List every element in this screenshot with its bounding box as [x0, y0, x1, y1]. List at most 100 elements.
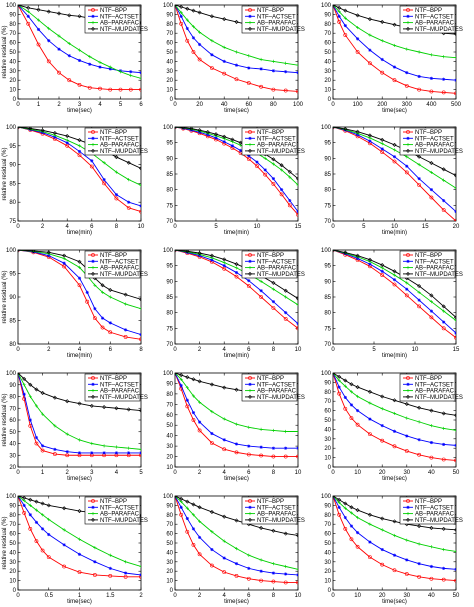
y-axis-label: relative residual (%) — [2, 393, 8, 446]
data-point — [343, 516, 347, 520]
data-point — [100, 290, 105, 294]
data-point — [34, 404, 39, 408]
data-point — [28, 394, 32, 399]
data-point — [77, 283, 82, 288]
legend-label: NTF–ACTSET — [415, 14, 454, 20]
subplot-1: 0 1 2 3 4 5 60102030405060708090100time(sec)re… — [2, 3, 148, 114]
y-tick-label: 100 — [6, 371, 17, 377]
data-point — [392, 269, 397, 274]
data-point — [271, 157, 276, 162]
y-tick-label: 60 — [9, 532, 16, 538]
data-point — [454, 335, 456, 340]
data-point — [102, 181, 107, 186]
y-tick-label: 10 — [166, 465, 173, 471]
legend-marker — [247, 148, 253, 153]
x-tick-label: 40 — [428, 593, 435, 599]
y-tick-label: 40 — [166, 550, 173, 556]
data-point — [127, 451, 131, 455]
legend-label: NTF–BPP — [257, 253, 284, 259]
x-axis-label: time(min) — [382, 353, 407, 359]
x-axis-label: time(sec) — [67, 599, 92, 605]
y-tick-label: 20 — [324, 78, 331, 84]
y-tick-label: 80 — [324, 390, 331, 396]
data-point — [230, 137, 235, 142]
legend-label: NTF–MUPDATES — [257, 27, 305, 33]
series-group — [333, 496, 456, 583]
legend-label: AB–PARAFAC — [415, 266, 455, 272]
legend-label: NTF–MUPDATES — [100, 518, 148, 524]
data-point — [197, 428, 202, 433]
data-point — [296, 183, 298, 187]
data-point — [343, 406, 348, 411]
y-tick-label: 0 — [170, 97, 174, 103]
x-tick-label: 30 — [403, 470, 410, 476]
data-point — [284, 572, 288, 576]
y-tick-label: 85 — [166, 172, 173, 178]
data-point — [222, 556, 226, 560]
data-point — [52, 130, 57, 136]
legend-marker — [406, 136, 410, 140]
x-tick-label: 1 — [41, 470, 45, 476]
data-point — [197, 10, 202, 15]
legend-label: NTF–BPP — [415, 499, 442, 505]
data-point — [343, 127, 348, 131]
data-point — [47, 39, 51, 43]
data-point — [22, 496, 27, 500]
data-point — [356, 394, 360, 399]
data-point — [28, 513, 32, 517]
series-line-1 — [175, 373, 298, 458]
data-point — [108, 87, 113, 92]
data-point — [271, 571, 275, 575]
data-point — [380, 528, 384, 532]
data-point — [179, 496, 184, 501]
data-point — [417, 438, 421, 442]
data-point — [417, 87, 422, 92]
y-tick-label: 50 — [166, 50, 173, 56]
legend-label: NTF–BPP — [100, 499, 127, 505]
data-point — [26, 5, 31, 10]
data-point — [429, 315, 434, 320]
data-point — [139, 209, 141, 214]
data-point — [77, 401, 82, 406]
data-point — [404, 170, 409, 175]
y-tick-label: 30 — [9, 560, 16, 566]
data-point — [380, 438, 385, 443]
data-point — [62, 543, 66, 547]
series-line-4 — [333, 250, 456, 318]
data-point — [191, 36, 196, 40]
data-point — [263, 168, 267, 172]
data-point — [34, 387, 39, 392]
data-point — [67, 78, 72, 83]
data-point — [454, 331, 456, 335]
legend-marker — [248, 266, 252, 270]
data-point — [22, 396, 27, 401]
data-point — [392, 533, 397, 538]
legend-label: NTF–ACTSET — [415, 259, 454, 265]
data-point — [454, 567, 456, 571]
data-point — [93, 546, 97, 550]
legend-label: AB–PARAFAC — [415, 389, 455, 395]
legend-marker — [406, 512, 410, 516]
data-point — [343, 24, 347, 28]
legend-marker — [247, 26, 253, 31]
data-point — [127, 178, 131, 182]
data-point — [222, 45, 226, 49]
data-point — [283, 454, 288, 459]
y-tick-label: 30 — [166, 560, 173, 566]
data-point — [139, 87, 141, 92]
data-point — [367, 555, 372, 560]
legend-label: NTF–ACTSET — [100, 382, 139, 388]
data-point — [209, 66, 214, 70]
data-point — [287, 169, 292, 174]
x-tick-label: 5 — [372, 347, 376, 353]
data-point — [337, 391, 342, 396]
data-point — [349, 505, 354, 510]
data-point — [247, 444, 251, 448]
x-axis-label: time(sec) — [382, 476, 407, 482]
data-point — [337, 374, 342, 379]
data-point — [368, 139, 372, 143]
data-point — [139, 447, 141, 451]
legend-marker — [405, 271, 411, 276]
